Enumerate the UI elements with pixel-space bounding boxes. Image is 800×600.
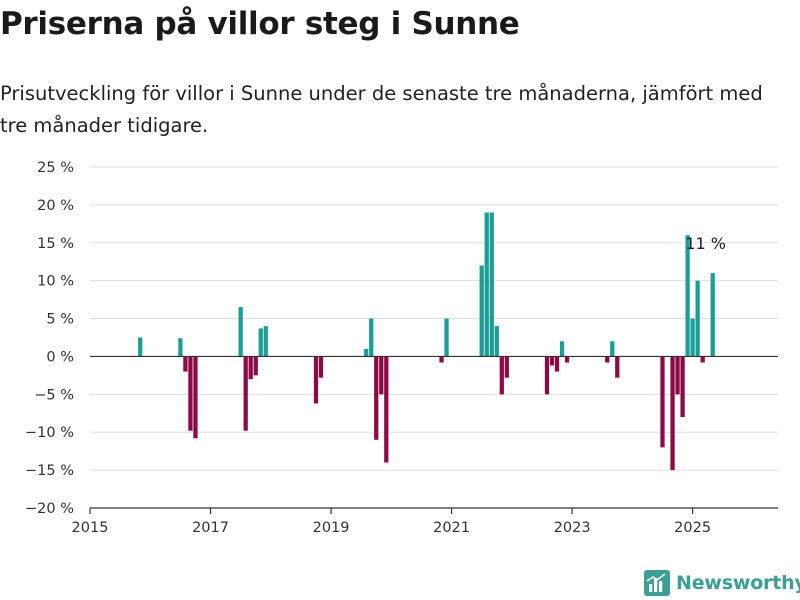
- x-tick-label: 2023: [554, 520, 591, 536]
- chart-title: Priserna på villor steg i Sunne: [0, 6, 520, 42]
- bar: [369, 318, 374, 357]
- bar: [685, 235, 690, 357]
- bar-chart: 25 % 20 % 15 % 10 % 5 % 0 % −5 % −10 % −15 % −20 …: [25, 160, 778, 536]
- brand-name: Newsworthy: [676, 572, 800, 594]
- bar: [554, 356, 560, 372]
- bar: [615, 356, 620, 378]
- x-tick-label: 2021: [433, 520, 470, 536]
- bar: [680, 356, 685, 418]
- bar: [248, 356, 253, 380]
- y-tick-label: 10 %: [37, 274, 74, 290]
- bar: [374, 356, 379, 440]
- y-tick-label: 15 %: [37, 236, 74, 252]
- x-tick-label: 2017: [192, 520, 229, 536]
- bar: [700, 356, 705, 363]
- bar: [439, 356, 444, 363]
- bar: [564, 356, 570, 363]
- bar: [364, 348, 369, 357]
- bar: [178, 338, 183, 357]
- bar-chart-icon: [644, 570, 670, 596]
- bar: [238, 307, 243, 357]
- bar: [559, 341, 565, 357]
- y-tick-label: −5 %: [34, 387, 74, 403]
- bar: [710, 273, 715, 357]
- y-tick-label: −10 %: [25, 425, 74, 441]
- bar: [379, 356, 384, 395]
- chart-subtitle: Prisutveckling för villor i Sunne under …: [0, 82, 763, 137]
- bar: [675, 356, 680, 395]
- bar: [384, 356, 389, 463]
- bar: [258, 328, 263, 357]
- bar: [479, 265, 484, 357]
- bar: [610, 341, 615, 357]
- y-tick-label: 5 %: [46, 312, 74, 328]
- x-tick-label: 2019: [313, 520, 350, 536]
- bar: [444, 318, 449, 357]
- bar: [494, 326, 499, 357]
- newsworthy-logo: Newsworthy: [644, 568, 800, 598]
- y-tick-label: 25 %: [37, 160, 74, 176]
- bar: [549, 356, 555, 366]
- y-tick-label: −15 %: [25, 463, 74, 479]
- bar: [690, 318, 695, 357]
- bar: [138, 337, 143, 357]
- bar: [660, 356, 665, 448]
- bar: [489, 212, 494, 357]
- y-tick-label: 20 %: [37, 198, 74, 214]
- bar: [243, 356, 248, 431]
- y-tick-label: −20 %: [25, 501, 74, 517]
- bar: [193, 356, 198, 439]
- bar: [484, 212, 489, 357]
- x-tick-label: 2025: [674, 520, 711, 536]
- value-annotation: 11 %: [685, 234, 726, 253]
- bar: [504, 356, 509, 378]
- bar: [253, 356, 258, 376]
- y-tick-label: 0 %: [46, 349, 74, 365]
- bar: [263, 326, 268, 357]
- bar: [605, 356, 610, 363]
- x-tick-label: 2015: [72, 520, 109, 536]
- bar: [318, 356, 324, 378]
- bar: [499, 356, 504, 395]
- bar: [313, 356, 319, 404]
- bar: [695, 280, 700, 357]
- bar: [183, 356, 188, 372]
- bar: [670, 356, 675, 471]
- bar: [544, 356, 550, 395]
- bar: [188, 356, 193, 431]
